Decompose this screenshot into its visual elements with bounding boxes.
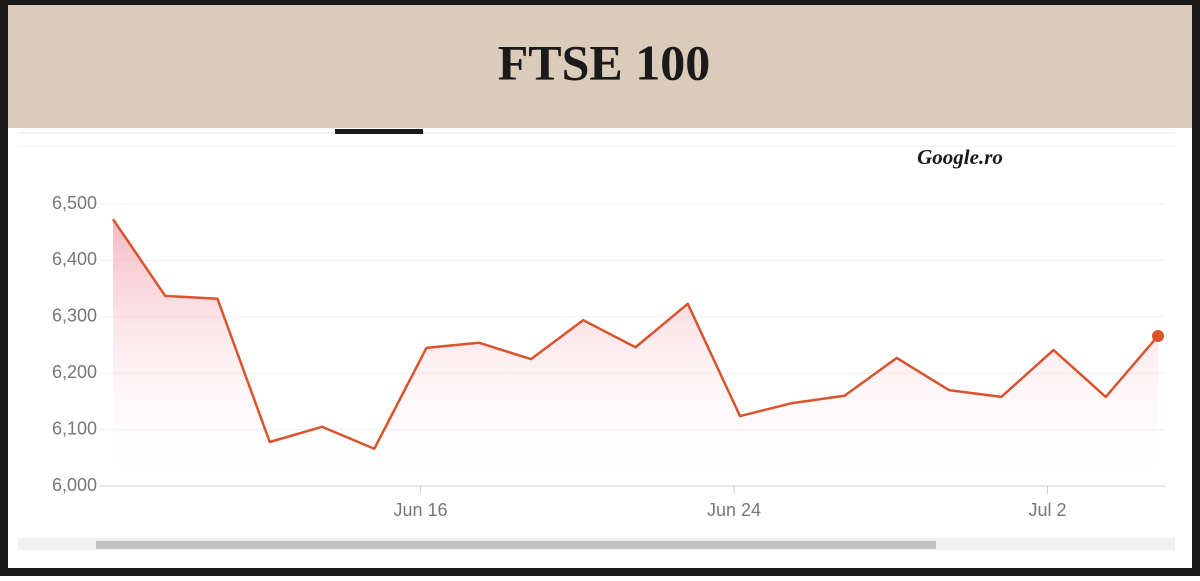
x-tick-label: Jun 16 bbox=[393, 500, 447, 520]
scrollbar-thumb[interactable] bbox=[96, 541, 936, 549]
y-tick-label: 6,300 bbox=[52, 306, 97, 326]
header bbox=[0, 0, 1200, 128]
header-left-border bbox=[0, 0, 8, 128]
x-tick-label: Jun 24 bbox=[707, 500, 761, 520]
y-tick-label: 6,100 bbox=[52, 418, 97, 438]
header-top-border bbox=[0, 0, 1200, 5]
y-tick-label: 6,000 bbox=[52, 475, 97, 495]
source-annotation: Google.ro bbox=[917, 145, 1003, 169]
active-tab-indicator bbox=[335, 129, 423, 134]
plot-area: 6,000 6,100 6,200 6,300 6,400 6,500 Jun 16 Jun … bbox=[52, 193, 1165, 520]
price-line bbox=[111, 218, 1159, 451]
last-point-marker bbox=[1152, 329, 1164, 342]
y-tick-label: 6,500 bbox=[52, 193, 97, 213]
x-tick-label: Jul 2 bbox=[1028, 500, 1066, 520]
y-tick-label: 6,200 bbox=[52, 362, 97, 382]
y-tick-label: 6,400 bbox=[52, 249, 97, 269]
chart-title: FTSE 100 bbox=[498, 34, 711, 90]
header-right-border bbox=[1192, 0, 1200, 128]
area-fill bbox=[113, 219, 1158, 486]
